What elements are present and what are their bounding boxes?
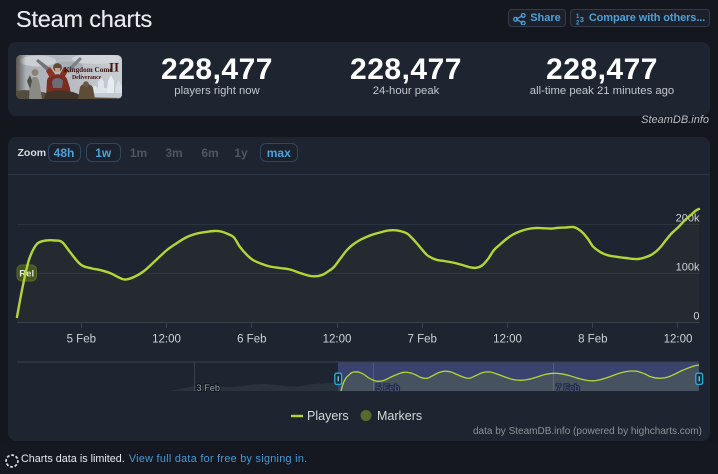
svg-text:7 Feb: 7 Feb [407, 334, 436, 346]
svg-text:II: II [109, 60, 119, 75]
svg-text:7 Feb: 7 Feb [556, 383, 580, 393]
svg-text:12:00: 12:00 [323, 334, 352, 346]
svg-text:0: 0 [693, 311, 699, 323]
svg-text:3: 3 [580, 15, 584, 24]
svg-text:12:00: 12:00 [493, 334, 522, 346]
svg-text:12:00: 12:00 [152, 334, 181, 346]
svg-text:Kingdom Come: Kingdom Come [64, 66, 113, 74]
svg-text:3 Feb: 3 Feb [197, 383, 221, 393]
svg-text:Deliverance: Deliverance [72, 75, 102, 81]
svg-text:7 Feb: 7 Feb [556, 383, 580, 393]
svg-text:5 Feb: 5 Feb [376, 383, 400, 393]
svg-text:Players: Players [307, 409, 349, 423]
svg-text:Rel: Rel [19, 269, 34, 280]
svg-text:5 Feb: 5 Feb [376, 383, 400, 393]
svg-text:1: 1 [576, 13, 580, 19]
svg-text:Markers: Markers [377, 409, 422, 423]
svg-text:2: 2 [576, 20, 580, 25]
svg-text:100k: 100k [676, 262, 700, 274]
svg-text:8 Feb: 8 Feb [578, 334, 607, 346]
svg-text:3 Feb: 3 Feb [197, 383, 221, 393]
svg-text:data by SteamDB.info (powered: data by SteamDB.info (powered by highcha… [473, 426, 702, 437]
svg-text:6 Feb: 6 Feb [237, 334, 266, 346]
svg-text:12:00: 12:00 [664, 334, 693, 346]
svg-text:5 Feb: 5 Feb [67, 334, 96, 346]
